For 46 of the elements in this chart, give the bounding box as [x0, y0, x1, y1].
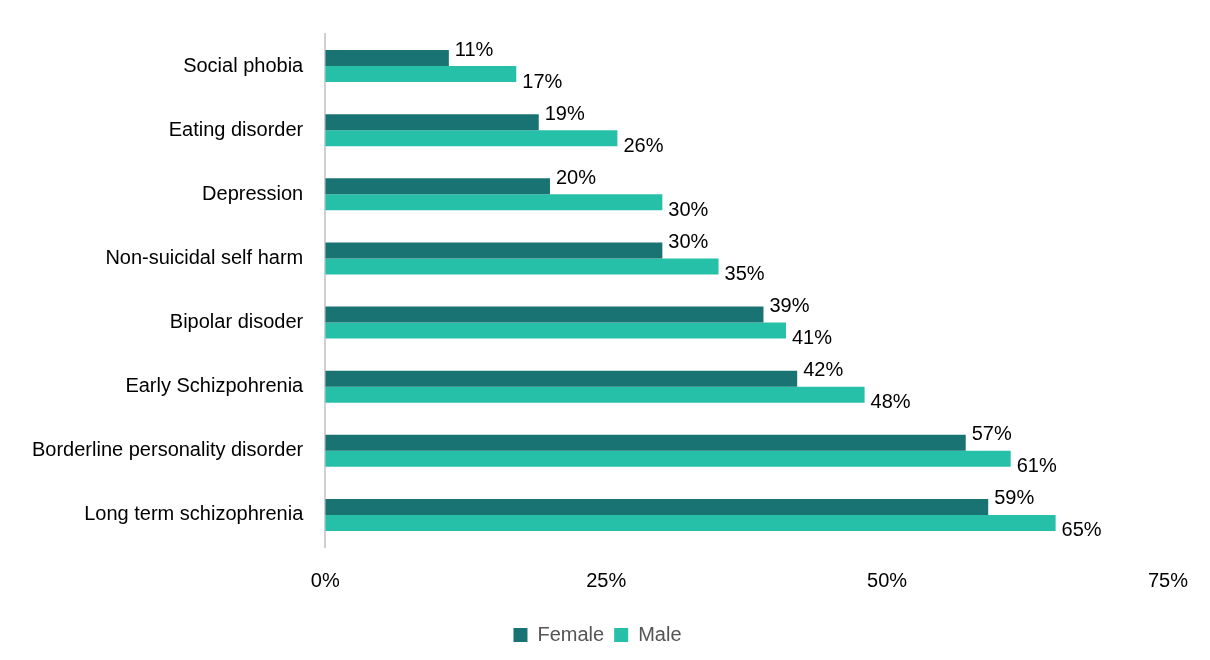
x-tick-label: 75%: [1147, 568, 1189, 591]
data-label: 20%: [555, 165, 597, 188]
data-label: 11%: [454, 37, 494, 60]
data-label: 26%: [623, 133, 664, 156]
bar: [325, 322, 786, 339]
legend-label: Female: [537, 622, 605, 645]
data-label: 35%: [724, 261, 765, 284]
y-tick-label: Bipolar disoder: [169, 310, 304, 333]
data-label: 30%: [668, 229, 709, 252]
data-label: 57%: [971, 422, 1012, 445]
data-label: 48%: [870, 390, 911, 413]
y-tick-label: Non-suicidal self harm: [105, 245, 304, 268]
bar: [325, 178, 550, 195]
bar: [325, 130, 618, 147]
x-tick-label: 50%: [867, 568, 908, 591]
y-tick-label: Borderline personality disorder: [32, 438, 304, 461]
data-label: 59%: [994, 486, 1035, 509]
bar: [325, 386, 865, 403]
y-tick-label: Depression: [202, 181, 304, 204]
data-label: 65%: [1061, 518, 1102, 541]
data-label: 61%: [1016, 454, 1057, 477]
bar: [325, 114, 539, 131]
y-tick-label: Social phobia: [183, 53, 305, 76]
bar: [325, 66, 517, 83]
y-tick-label: Long term schizophrenia: [84, 502, 305, 525]
y-tick-label: Eating disorder: [168, 117, 304, 140]
bar: [325, 306, 764, 323]
data-label: 30%: [668, 197, 709, 220]
bar: [325, 50, 449, 67]
data-label: 41%: [791, 326, 833, 349]
bar: [325, 450, 1011, 467]
x-tick-label: 25%: [586, 568, 627, 591]
x-tick-label: 0%: [310, 568, 340, 591]
bar: [325, 258, 719, 275]
bar: [325, 370, 798, 387]
bar: [325, 498, 989, 515]
y-tick-label: Early Schizpohrenia: [125, 374, 305, 397]
legend-label: Male: [638, 622, 682, 645]
data-label: 42%: [803, 358, 844, 381]
bar: [325, 194, 663, 211]
data-label: 17%: [522, 69, 563, 92]
bar: [325, 242, 663, 259]
data-label: 39%: [769, 294, 810, 317]
bar: [325, 514, 1056, 531]
data-label: 19%: [544, 101, 585, 124]
bar: [325, 434, 966, 451]
